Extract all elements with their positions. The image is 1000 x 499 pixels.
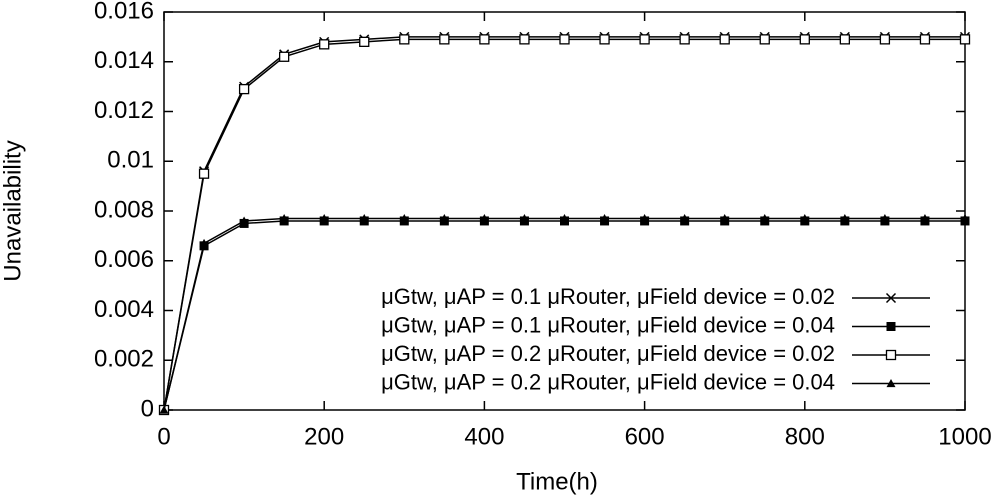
x-tick-label: 0 (157, 423, 170, 450)
y-axis-label: Unavailability (0, 140, 26, 281)
marker (399, 34, 410, 45)
x-tick-label: 600 (625, 423, 665, 450)
marker (919, 34, 931, 45)
marker (279, 213, 289, 223)
x-tick-label: 200 (304, 423, 344, 450)
marker (679, 34, 690, 45)
marker (920, 213, 930, 223)
marker (879, 34, 891, 45)
x-tick-label: 400 (464, 423, 504, 450)
marker (359, 36, 370, 47)
marker (839, 34, 850, 45)
legend-marker (886, 322, 896, 331)
y-tick-label: 0.016 (94, 0, 154, 24)
marker (759, 34, 770, 45)
marker (639, 34, 650, 45)
marker (479, 34, 490, 45)
marker (760, 213, 770, 223)
legend-marker (885, 349, 897, 361)
legend-label: μGtw, μAP = 0.2 μRouter, μField device =… (381, 369, 835, 394)
marker (238, 83, 250, 95)
marker (599, 34, 610, 45)
marker (560, 213, 569, 223)
marker (439, 34, 450, 45)
marker (960, 213, 970, 223)
marker (278, 51, 290, 62)
marker (359, 213, 369, 223)
marker (439, 213, 449, 223)
marker (840, 213, 850, 223)
y-tick-label: 0.004 (94, 296, 154, 323)
marker (880, 213, 890, 223)
y-tick-label: 0.002 (94, 346, 154, 373)
x-tick-label: 1000 (938, 423, 991, 450)
legend-marker (886, 379, 896, 388)
marker (559, 34, 570, 45)
marker (159, 405, 169, 414)
y-tick-label: 0.008 (94, 196, 154, 223)
legend-marker (885, 292, 897, 304)
marker (680, 213, 690, 223)
y-tick-label: 0.012 (94, 97, 154, 124)
y-tick-label: 0 (141, 395, 154, 422)
marker (199, 238, 209, 247)
marker (319, 213, 329, 223)
marker (479, 213, 489, 223)
y-tick-label: 0.01 (107, 147, 154, 174)
legend-label: μGtw, μAP = 0.2 μRouter, μField device =… (381, 341, 835, 366)
x-axis-label: Time(h) (516, 468, 598, 495)
marker (399, 213, 409, 223)
marker (198, 168, 210, 179)
y-tick-label: 0.014 (94, 47, 154, 74)
marker (239, 216, 249, 225)
marker (720, 213, 730, 223)
marker (800, 213, 810, 223)
x-tick-label: 800 (785, 423, 825, 450)
marker (519, 34, 530, 45)
legend-label: μGtw, μAP = 0.1 μRouter, μField device =… (381, 284, 835, 309)
y-tick-label: 0.006 (94, 246, 154, 273)
marker (600, 213, 610, 223)
marker (719, 34, 730, 45)
legend-label: μGtw, μAP = 0.1 μRouter, μField device =… (381, 312, 835, 337)
marker (640, 213, 650, 223)
marker (519, 213, 529, 223)
marker (959, 34, 971, 45)
marker (799, 34, 810, 45)
marker (319, 39, 330, 50)
